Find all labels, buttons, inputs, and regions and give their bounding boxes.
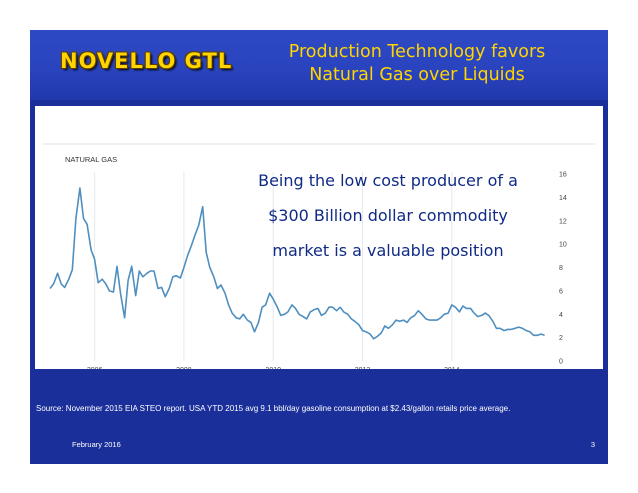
y-tick-label: 10 <box>559 242 567 249</box>
x-tick-label: 2008 <box>176 367 192 369</box>
x-tick-label: 2006 <box>87 367 103 369</box>
x-tick-label: 2010 <box>265 367 281 369</box>
y-tick-label: 16 <box>559 172 567 179</box>
x-tick-label: 2012 <box>355 367 371 369</box>
slide-title-line-1: Production Technology favors <box>288 42 546 62</box>
slide-title: Production Technology favors Natural Gas… <box>252 41 582 87</box>
natural-gas-chart: NATURAL GAS 2006 2008 2010 2012 2014 0 2 4 6 8 10 12… <box>35 106 603 369</box>
y-tick-label: 2 <box>559 335 563 342</box>
company-logo: NOVELLO GTL <box>60 49 233 73</box>
callout-text: Being the low cost producer of a $300 Bi… <box>223 163 553 268</box>
y-tick-label: 6 <box>559 288 563 295</box>
y-tick-label: 14 <box>559 195 567 202</box>
source-note: Source: November 2015 EIA STEO report. U… <box>36 404 511 413</box>
page-number: 3 <box>590 440 595 449</box>
callout-line-1: Being the low cost producer of a <box>258 171 518 190</box>
natural-gas-price-line <box>49 187 545 340</box>
footer-date: February 2016 <box>72 440 121 449</box>
callout-line-3: market is a valuable position <box>272 241 504 260</box>
y-tick-label: 4 <box>559 312 563 319</box>
y-tick-label: 8 <box>559 265 563 272</box>
y-tick-label: 0 <box>559 359 563 366</box>
slide-title-line-2: Natural Gas over Liquids <box>309 65 525 85</box>
y-tick-label: 12 <box>559 218 567 225</box>
chart-canvas: NATURAL GAS 2006 2008 2010 2012 2014 0 2 4 6 8 10 12… <box>43 143 595 369</box>
slide: NOVELLO GTL Production Technology favors… <box>30 30 608 464</box>
chart-title: NATURAL GAS <box>65 155 117 164</box>
x-tick-label: 2014 <box>444 367 460 369</box>
header-band: NOVELLO GTL Production Technology favors… <box>30 30 608 100</box>
callout-line-2: $300 Billion dollar commodity <box>268 206 508 225</box>
